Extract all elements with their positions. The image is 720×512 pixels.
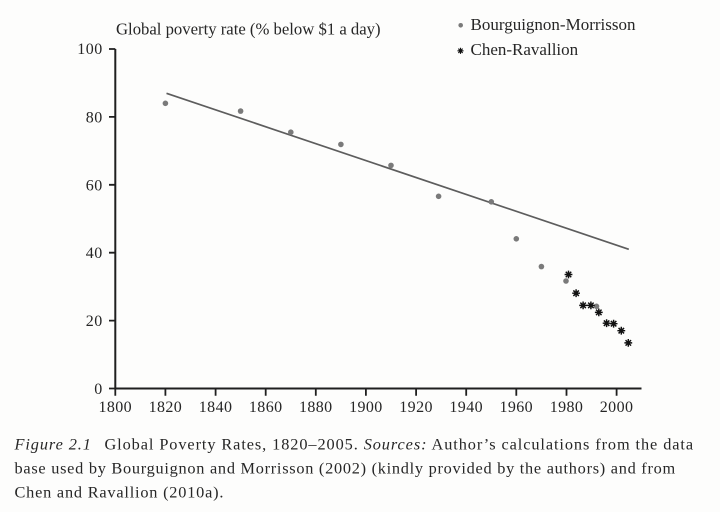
- svg-text:100: 100: [77, 41, 103, 58]
- svg-text:1820: 1820: [149, 399, 183, 416]
- svg-text:40: 40: [86, 245, 103, 262]
- svg-text:1840: 1840: [199, 399, 233, 416]
- svg-text:20: 20: [86, 313, 103, 330]
- svg-text:base used by Bourguignon and M: base used by Bourguignon and Morrisson (…: [15, 459, 676, 478]
- svg-text:80: 80: [86, 109, 103, 126]
- svg-text:1980: 1980: [550, 399, 584, 416]
- svg-text:1920: 1920: [399, 399, 433, 416]
- svg-text:1960: 1960: [499, 399, 533, 416]
- svg-text:1940: 1940: [449, 399, 483, 416]
- svg-text:2000: 2000: [600, 399, 634, 416]
- svg-text:60: 60: [86, 177, 103, 194]
- svg-text:Bourguignon-Morrisson: Bourguignon-Morrisson: [471, 15, 636, 34]
- svg-text:1800: 1800: [98, 399, 132, 416]
- svg-text:Chen-Ravallion: Chen-Ravallion: [471, 40, 579, 59]
- svg-text:Chen and Ravallion (2010a).: Chen and Ravallion (2010a).: [15, 483, 225, 502]
- svg-text:Global poverty rate (% below $: Global poverty rate (% below $1 a day): [116, 20, 381, 39]
- svg-text:1900: 1900: [349, 399, 383, 416]
- svg-text:0: 0: [94, 381, 103, 398]
- svg-text:1880: 1880: [299, 399, 333, 416]
- svg-text:1860: 1860: [249, 399, 283, 416]
